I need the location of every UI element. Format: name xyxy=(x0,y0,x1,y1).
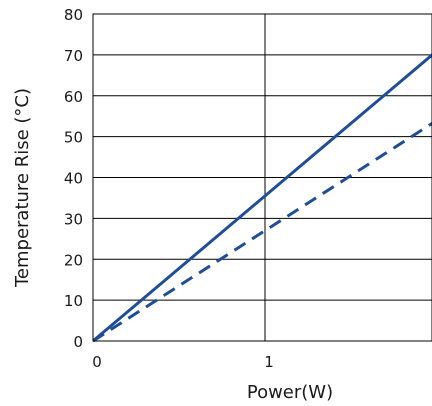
y-tick-label: 80 xyxy=(64,6,83,24)
tick-labels: 01020304050607080012 xyxy=(64,6,274,371)
x-axis-label: Power(W) xyxy=(247,382,333,403)
y-tick-label: 20 xyxy=(64,251,83,269)
y-tick-label: 70 xyxy=(64,47,83,65)
series-layer xyxy=(93,53,432,343)
y-tick-label: 30 xyxy=(64,210,83,228)
x-tick-label: 0 xyxy=(92,353,102,371)
y-tick-label: 0 xyxy=(73,333,83,351)
series-line-dashed xyxy=(93,121,432,343)
plot-frame xyxy=(92,13,432,342)
grid xyxy=(93,14,432,341)
series-line-solid xyxy=(93,53,432,343)
y-axis-label: Temperature Rise (°C) xyxy=(12,88,33,288)
y-tick-label: 60 xyxy=(64,88,83,106)
y-tick-label: 40 xyxy=(64,170,83,188)
y-tick-label: 50 xyxy=(64,129,83,147)
y-tick-label: 10 xyxy=(64,292,83,310)
x-tick-label: 1 xyxy=(264,353,274,371)
